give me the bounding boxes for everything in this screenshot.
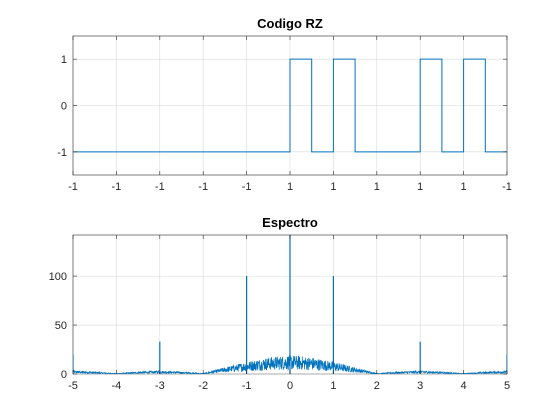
y-tick-label: 50 <box>55 320 67 332</box>
x-tick-label: 4 <box>461 380 467 392</box>
x-tick-label: 0 <box>287 380 293 392</box>
x-tick-label: 1 <box>461 181 467 193</box>
x-tick-label: -4 <box>112 380 122 392</box>
x-tick-label: -2 <box>198 380 208 392</box>
x-tick-label: 1 <box>330 380 336 392</box>
x-tick-label: -1 <box>502 181 512 193</box>
x-tick-label: 1 <box>374 181 380 193</box>
x-tick-label: -3 <box>155 380 165 392</box>
y-tick-label: 0 <box>61 101 67 113</box>
series-layer <box>73 235 507 374</box>
x-tick-label: -1 <box>198 181 208 193</box>
x-tick-label: 5 <box>504 380 510 392</box>
x-tick-label: -1 <box>68 181 78 193</box>
y-tick-label: 0 <box>61 369 67 381</box>
chart-title: Espectro <box>262 215 318 230</box>
x-tick-label: 1 <box>330 181 336 193</box>
y-tick-label: 1 <box>61 54 67 66</box>
y-tick-label: 100 <box>49 271 67 283</box>
x-tick-label: -1 <box>242 380 252 392</box>
series-layer <box>73 58 507 153</box>
series-line <box>73 58 507 153</box>
y-tick-label: -1 <box>57 147 67 159</box>
x-tick-label: -1 <box>112 181 122 193</box>
x-tick-label: 2 <box>374 380 380 392</box>
x-tick-label: 1 <box>287 181 293 193</box>
chart-title: Codigo RZ <box>257 16 323 31</box>
x-tick-label: 1 <box>417 181 423 193</box>
x-tick-label: -1 <box>242 181 252 193</box>
tick-layer: -1 -1 -1 -1 -1 1 1 1 1 1 -1 -1 0 1 <box>57 36 512 193</box>
x-tick-label: 3 <box>417 380 423 392</box>
x-tick-label: -1 <box>155 181 165 193</box>
chart-codigo-rz: -1 -1 -1 -1 -1 1 1 1 1 1 -1 -1 0 1 Codigo RZ <box>57 16 512 193</box>
x-tick-label: -5 <box>68 380 78 392</box>
